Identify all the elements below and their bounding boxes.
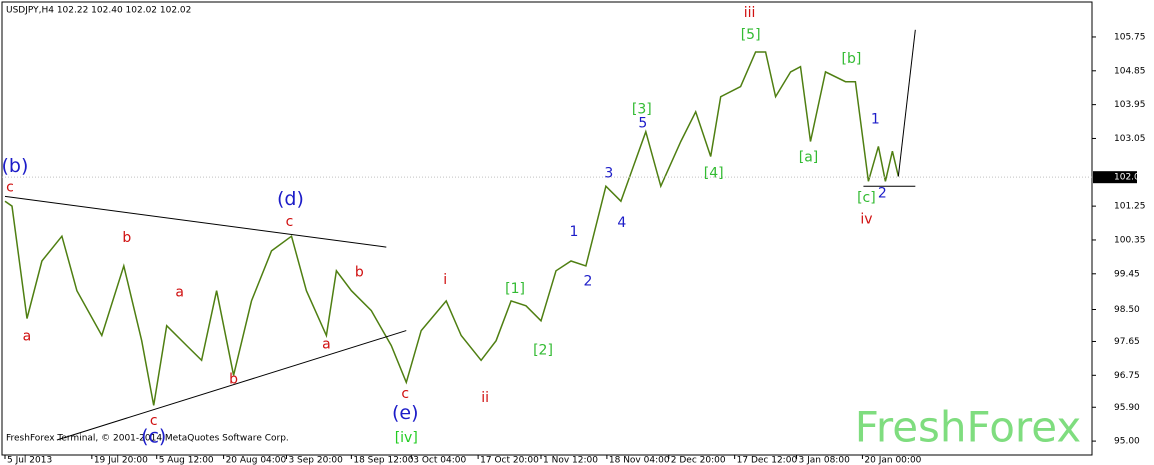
x-tick-label: 1 Nov 12:00 <box>543 456 598 465</box>
y-tick-label: 100.35 <box>1114 235 1146 245</box>
y-tick-label: 101.25 <box>1114 202 1146 212</box>
y-tick-label: 97.65 <box>1114 337 1140 347</box>
wave-label: 2 <box>583 274 592 290</box>
y-tick-label: 96.75 <box>1114 371 1140 381</box>
plot-frame <box>1 1 1093 456</box>
wave-label: iii <box>744 5 756 21</box>
wave-label: (c) <box>141 425 166 447</box>
price-box <box>1093 171 1137 184</box>
wave-label: 3 <box>604 165 613 181</box>
wave-label: b <box>355 265 364 281</box>
wave-label: a <box>175 285 184 301</box>
wave-label: ii <box>481 390 489 406</box>
x-tick-label: 3 Jan 08:00 <box>799 456 851 465</box>
y-tick-label: 103.05 <box>1114 134 1146 144</box>
wave-label: 2 <box>878 185 887 201</box>
wave-label: [1] <box>505 281 525 297</box>
y-tick-label: 103.95 <box>1114 100 1146 110</box>
trend-line <box>4 195 387 248</box>
x-tick-label: 18 Nov 04:00 <box>609 456 670 465</box>
wave-label: c <box>286 214 294 230</box>
wave-label: (d) <box>277 188 304 210</box>
wave-label: [3] <box>632 102 652 118</box>
y-tick-label: 95.90 <box>1114 403 1140 413</box>
x-tick-label: 18 Sep 12:00 <box>353 456 413 465</box>
wave-label: iv <box>860 211 872 227</box>
y-tick-label: 104.85 <box>1114 66 1146 76</box>
wave-label: c <box>401 386 409 402</box>
price-label: 102.02 <box>1114 173 1146 183</box>
chart-title: USDJPY,H4 102.22 102.40 102.02 102.02 <box>6 6 191 16</box>
wave-label: 1 <box>871 112 880 128</box>
wave-label: [c] <box>857 190 876 206</box>
wave-label: b <box>122 230 131 246</box>
wave-label: b <box>229 371 238 387</box>
y-tick-label: 99.45 <box>1114 269 1140 279</box>
y-tick-label: 95.00 <box>1114 437 1140 447</box>
y-tick-label: 98.50 <box>1114 305 1140 315</box>
x-tick-label: 2 Dec 20:00 <box>671 456 726 465</box>
wave-label: c <box>150 413 158 429</box>
wave-label: 5 <box>638 115 647 131</box>
wave-label: [5] <box>741 27 761 43</box>
wave-label: (e) <box>392 402 419 424</box>
wave-label: c <box>6 179 14 195</box>
x-tick-label: 17 Dec 12:00 <box>737 456 798 465</box>
x-tick-label: 5 Jul 2013 <box>7 456 52 465</box>
x-tick-label: 17 Oct 20:00 <box>480 456 539 465</box>
wave-label: a <box>23 329 32 345</box>
wave-label: [4] <box>704 165 724 181</box>
x-tick-label: 3 Sep 20:00 <box>288 456 343 465</box>
wave-label: a <box>322 336 331 352</box>
watermark: FreshForex <box>855 403 1081 452</box>
wave-label: 4 <box>617 215 626 231</box>
x-tick-label: 20 Aug 04:00 <box>226 456 287 465</box>
wave-label: [iv] <box>395 430 418 446</box>
wave-label: [a] <box>799 149 819 165</box>
price-line <box>4 51 900 406</box>
x-tick-label: 5 Aug 12:00 <box>159 456 214 465</box>
wave-label: [2] <box>533 342 553 358</box>
x-tick-label: 20 Jan 00:00 <box>864 456 921 465</box>
wave-label: [b] <box>842 51 862 67</box>
x-tick-label: 19 Jul 20:00 <box>94 456 148 465</box>
wave-label: 1 <box>569 224 578 240</box>
footer: FreshForex Terminal, © 2001-2014 MetaQuo… <box>6 434 289 444</box>
x-tick-label: 3 Oct 04:00 <box>413 456 466 465</box>
wave-label: i <box>443 272 447 288</box>
wave-label: (b) <box>2 155 29 177</box>
trend-line <box>56 330 407 441</box>
y-tick-label: 105.75 <box>1114 32 1146 42</box>
trend-line <box>897 29 916 177</box>
